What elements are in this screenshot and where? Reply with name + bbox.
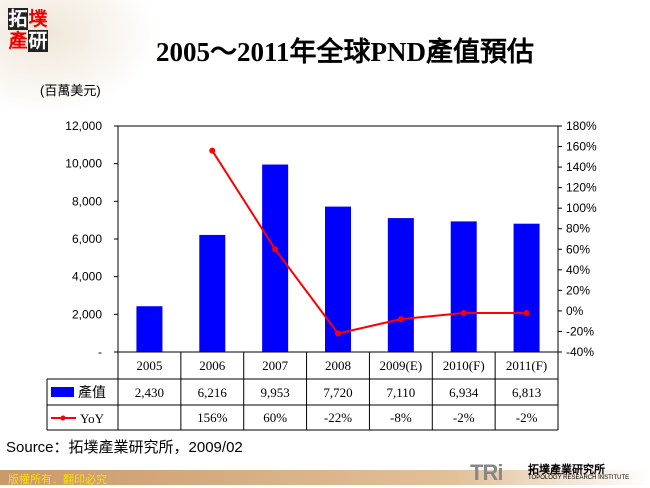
tri-logo: TRi 拓墣產業研究所 TOPOLOGY RESEARCH INSTITUTE xyxy=(470,460,629,486)
bar-value-label: 7,720 xyxy=(323,385,352,400)
y2-tick-label: 120% xyxy=(566,181,597,195)
y2-tick-label: 0% xyxy=(566,304,584,318)
x-tick-label: 2009(E) xyxy=(380,358,423,373)
yoy-value-label: 60% xyxy=(263,410,287,425)
yoy-point xyxy=(209,147,216,154)
y2-tick-label: 40% xyxy=(566,263,590,277)
logo-char: 產 xyxy=(8,30,28,52)
y2-tick-label: 140% xyxy=(566,160,597,174)
tri-name: 拓墣產業研究所 xyxy=(528,464,605,476)
tri-mark: TRi xyxy=(470,460,503,485)
y-tick-label: - xyxy=(98,345,102,359)
x-tick-label: 2011(F) xyxy=(506,358,547,373)
legend-line-marker xyxy=(60,415,66,421)
y2-tick-label: 180% xyxy=(566,119,597,133)
yoy-point xyxy=(335,330,341,337)
y-tick-label: 10,000 xyxy=(65,157,102,171)
bar-value-label: 9,953 xyxy=(261,385,290,400)
y2-tick-label: 100% xyxy=(566,201,597,215)
bar-value-label: 6,216 xyxy=(198,385,228,400)
yoy-value-label: -22% xyxy=(324,410,352,425)
logo-char: 研 xyxy=(28,30,48,52)
bar-value-label: 2,430 xyxy=(135,385,164,400)
yoy-point xyxy=(397,316,404,323)
y2-tick-label: 60% xyxy=(566,242,590,256)
x-tick-label: 2005 xyxy=(136,358,162,373)
yoy-value-label: 156% xyxy=(197,410,228,425)
x-tick-label: 2007 xyxy=(262,358,289,373)
source-note: Source：拓墣產業研究所，2009/02 xyxy=(6,439,243,456)
bar xyxy=(387,218,414,352)
y2-tick-label: 80% xyxy=(566,222,590,236)
y2-tick-label: -40% xyxy=(566,345,594,359)
logo-char: 拓 xyxy=(8,8,28,30)
unit-label: (百萬美元) xyxy=(40,83,101,98)
bar-value-label: 6,813 xyxy=(512,385,541,400)
copyright: 版權所有．翻印必究 xyxy=(8,474,107,486)
chart-title: 2005～2011年全球PND產值預估 xyxy=(156,37,534,67)
yoy-line xyxy=(211,150,527,335)
bar-value-label: 7,110 xyxy=(386,385,415,400)
y-tick-label: 8,000 xyxy=(72,194,102,208)
y2-tick-label: 20% xyxy=(566,283,590,297)
yoy-value-label: -2% xyxy=(516,410,538,425)
logo: 拓墣產研 xyxy=(8,8,50,56)
y-tick-label: 12,000 xyxy=(65,119,102,133)
yoy-point xyxy=(272,246,279,253)
bar-value-label: 6,934 xyxy=(449,385,479,400)
y-tick-label: 6,000 xyxy=(72,232,102,246)
y2-tick-label: -20% xyxy=(566,324,594,338)
x-tick-label: 2006 xyxy=(199,358,226,373)
y-tick-label: 4,000 xyxy=(72,270,102,284)
bar xyxy=(325,206,351,352)
legend-bar-label: 產值 xyxy=(78,384,106,401)
bar xyxy=(450,221,477,352)
logo-char: 墣 xyxy=(28,8,48,30)
x-tick-label: 2010(F) xyxy=(443,358,485,373)
footer-bar: 版權所有．翻印必究 xyxy=(0,470,650,486)
bar xyxy=(136,306,163,352)
yoy-point xyxy=(460,309,467,316)
tri-english: TOPOLOGY RESEARCH INSTITUTE xyxy=(528,475,630,481)
x-tick-label: 2008 xyxy=(325,358,351,373)
y2-tick-label: 160% xyxy=(566,140,597,154)
yoy-point xyxy=(523,309,530,316)
bar xyxy=(513,223,540,352)
legend-bar-swatch xyxy=(51,387,74,397)
bar xyxy=(262,164,289,352)
y-tick-label: 2,000 xyxy=(72,307,102,321)
yoy-value-label: -2% xyxy=(453,410,475,425)
legend-line-label: YoY xyxy=(80,411,105,426)
bar xyxy=(199,234,226,352)
yoy-value-label: -8% xyxy=(390,410,412,425)
